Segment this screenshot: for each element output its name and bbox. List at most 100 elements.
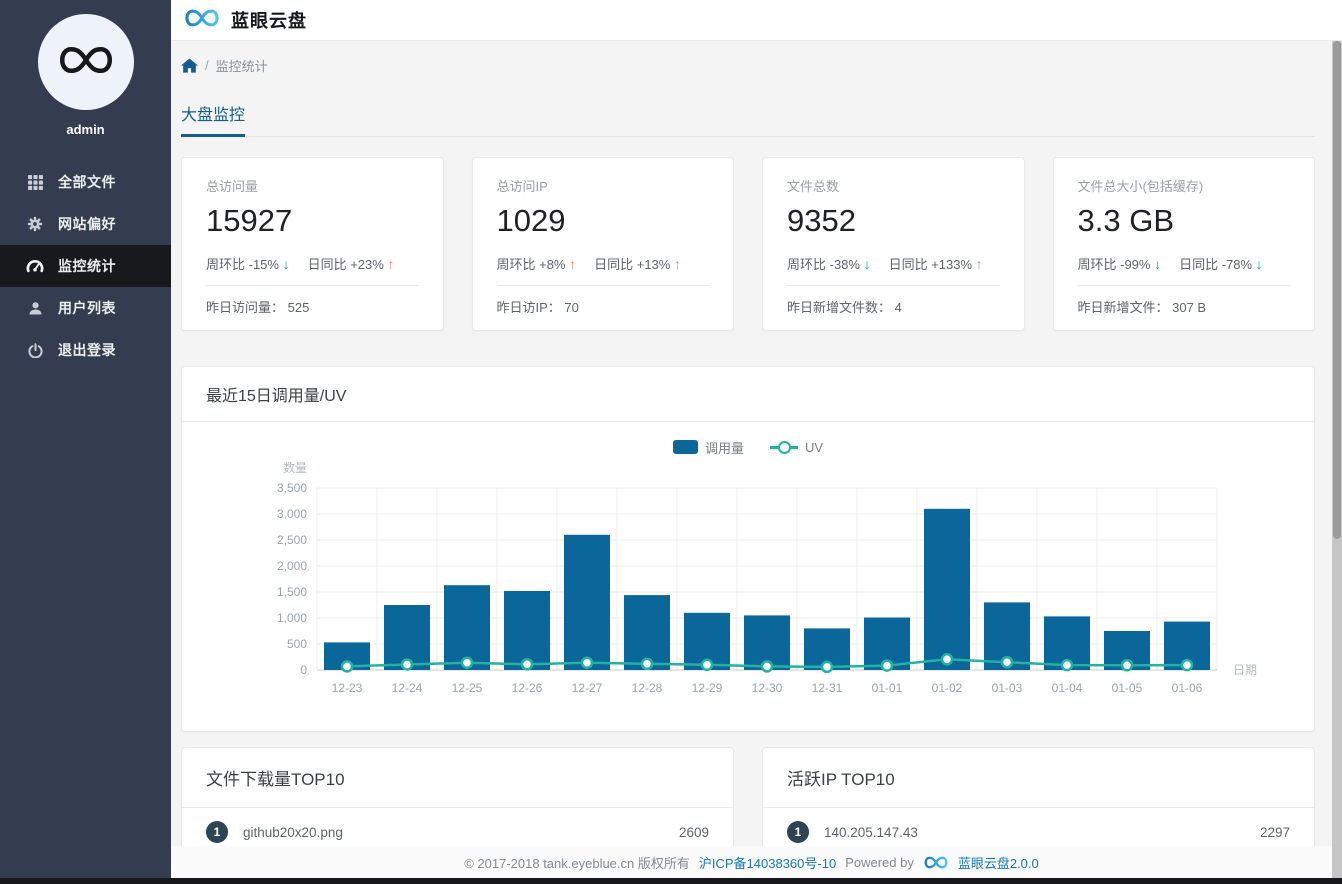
stat-footer: 昨日新增文件数： 4 [787, 300, 902, 315]
stat-label: 文件总大小(包括缓存) [1077, 179, 1204, 194]
stat-cards: 总访问量 15927 周环比 -15% ↓ 日同比 +23% ↑ 昨日访问量： 525 总… [181, 157, 1315, 331]
svg-text:01-02: 01-02 [932, 681, 963, 695]
breadcrumb-current: 监控统计 [215, 59, 268, 74]
list-item: 1 github20x20.png 2609 [182, 808, 733, 856]
trend: 周环比 -15% ↓ [206, 256, 290, 272]
line-swatch [769, 440, 798, 454]
trend: 日同比 -78% ↓ [1179, 256, 1263, 272]
divider [1077, 285, 1290, 286]
svg-text:12-31: 12-31 [812, 681, 843, 695]
svg-text:12-27: 12-27 [572, 681, 603, 695]
svg-text:01-03: 01-03 [992, 681, 1023, 695]
user-avatar [37, 14, 134, 110]
svg-text:2,000: 2,000 [277, 559, 307, 573]
list-item: 1 140.205.147.43 2297 [763, 808, 1314, 856]
sidebar-item-label: 退出登录 [58, 342, 116, 358]
footer-logo-icon [923, 855, 949, 870]
trend: 周环比 +8% ↑ [496, 256, 577, 272]
stat-label: 文件总数 [787, 179, 840, 194]
stat-footer: 昨日新增文件： 307 B [1077, 300, 1207, 315]
username: admin [66, 122, 105, 137]
svg-text:12-26: 12-26 [512, 681, 543, 695]
item-name: github20x20.png [243, 824, 343, 840]
user-icon [25, 301, 45, 316]
arrow-down-icon: ↓ [1255, 256, 1263, 272]
copyright-text: © 2017-2018 tank.eyeblue.cn 版权所有 [464, 855, 690, 871]
chart-title: 最近15日调用量/UV [182, 367, 1314, 422]
app-header: 蓝眼云盘 [171, 0, 1342, 41]
trend: 日同比 +13% ↑ [594, 256, 681, 272]
chart-panel: 最近15日调用量/UV 调用量 UV 0 500 1,000 1,500 2,000 2,5… [181, 366, 1315, 732]
item-value: 2609 [678, 824, 709, 840]
sidebar-item-3[interactable]: 用户列表 [0, 287, 171, 329]
svg-text:12-24: 12-24 [392, 681, 423, 695]
app-title: 蓝眼云盘 [231, 11, 307, 31]
item-value: 2297 [1259, 824, 1290, 840]
stat-card-3: 文件总大小(包括缓存) 3.3 GB 周环比 -99% ↓ 日同比 -78% ↓ 昨日新… [1052, 157, 1315, 331]
svg-text:数量: 数量 [283, 460, 307, 475]
svg-text:500: 500 [287, 637, 307, 651]
legend-item-bar[interactable]: 调用量 [672, 438, 744, 457]
arrow-up-icon: ↑ [975, 256, 983, 272]
svg-text:01-06: 01-06 [1172, 681, 1203, 695]
sidebar-item-4[interactable]: 退出登录 [0, 329, 171, 371]
trend: 日同比 +23% ↑ [307, 256, 395, 272]
divider [206, 285, 419, 286]
divider [787, 285, 1000, 286]
dashboard-icon [25, 258, 45, 274]
sidebar-item-label: 全部文件 [58, 174, 116, 190]
arrow-down-icon: ↓ [282, 256, 290, 272]
item-name: 140.205.147.43 [824, 824, 918, 840]
svg-text:3,500: 3,500 [277, 481, 307, 495]
power-icon [25, 342, 45, 358]
window-bottom-edge [0, 878, 1342, 884]
sidebar-item-1[interactable]: 网站偏好 [0, 203, 171, 245]
stat-value: 9352 [787, 203, 856, 238]
divider [496, 285, 709, 286]
stat-value: 15927 [206, 203, 293, 238]
svg-text:12-28: 12-28 [632, 681, 663, 695]
stat-value: 3.3 GB [1077, 203, 1175, 238]
sidebar-item-label: 用户列表 [58, 300, 116, 316]
sidebar-menu: 全部文件网站偏好监控统计用户列表退出登录 [0, 161, 171, 371]
trend: 周环比 -99% ↓ [1077, 256, 1162, 272]
app-logo-icon [183, 7, 221, 34]
infinity-logo-icon [56, 43, 116, 82]
arrow-up-icon: ↑ [569, 256, 577, 272]
svg-text:12-23: 12-23 [332, 681, 363, 695]
icp-link[interactable]: 沪ICP备14038360号-10 [698, 855, 837, 871]
sidebar-item-0[interactable]: 全部文件 [0, 161, 171, 203]
scrollbar-track[interactable] [1332, 41, 1342, 878]
svg-text:1,500: 1,500 [277, 585, 307, 599]
list-title: 活跃IP TOP10 [763, 748, 1314, 808]
bar-swatch [672, 440, 698, 454]
stat-card-1: 总访问IP 1029 周环比 +8% ↑ 日同比 +13% ↑ 昨日访IP： 70 [471, 157, 734, 331]
arrow-up-icon: ↑ [387, 256, 395, 272]
sidebar-item-label: 监控统计 [58, 258, 116, 274]
tab-dashboard-monitor[interactable]: 大盘监控 [181, 101, 246, 137]
product-version-link[interactable]: 蓝眼云盘2.0.0 [957, 855, 1039, 871]
svg-text:0: 0 [300, 663, 307, 677]
svg-text:12-25: 12-25 [452, 681, 483, 695]
arrow-down-icon: ↓ [1154, 256, 1162, 272]
svg-text:1,000: 1,000 [277, 611, 307, 625]
stat-card-2: 文件总数 9352 周环比 -38% ↓ 日同比 +133% ↑ 昨日新增文件数： 4 [762, 157, 1025, 331]
tab-bar: 大盘监控 [181, 101, 1315, 137]
svg-text:2,500: 2,500 [277, 533, 307, 547]
svg-text:12-30: 12-30 [752, 681, 783, 695]
gear-icon [25, 216, 45, 232]
page-footer: © 2017-2018 tank.eyeblue.cn 版权所有 沪ICP备14… [171, 846, 1332, 878]
sidebar-item-2[interactable]: 监控统计 [0, 245, 171, 287]
scrollbar-thumb[interactable] [1333, 41, 1341, 539]
arrow-down-icon: ↓ [863, 256, 871, 272]
sidebar-item-label: 网站偏好 [58, 216, 116, 232]
powered-by-text: Powered by [845, 854, 914, 870]
stat-label: 总访问量 [206, 179, 259, 194]
stat-footer: 昨日访问量： 525 [206, 300, 310, 315]
svg-text:01-01: 01-01 [872, 681, 903, 695]
legend-item-line[interactable]: UV [769, 440, 823, 455]
list-title: 文件下载量TOP10 [182, 748, 733, 808]
home-icon[interactable] [181, 57, 198, 74]
arrow-up-icon: ↑ [673, 256, 681, 272]
